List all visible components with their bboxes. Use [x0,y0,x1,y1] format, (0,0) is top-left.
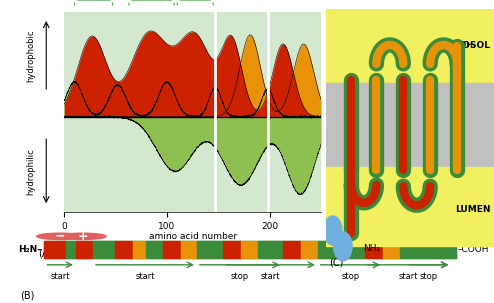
Bar [223,241,241,258]
Bar [283,241,301,258]
Text: (B): (B) [20,291,34,301]
Bar [383,241,400,258]
Text: −: − [55,230,66,243]
Circle shape [59,233,106,239]
X-axis label: amino acid number: amino acid number [149,232,237,241]
Text: stop: stop [420,272,438,281]
Bar [146,241,163,258]
Text: (A): (A) [39,248,53,258]
Bar [400,241,456,258]
Bar [318,241,365,258]
Bar [115,241,133,258]
Text: (C): (C) [329,258,344,268]
Bar [181,241,197,258]
Text: –COOH: –COOH [458,245,490,254]
Text: CYTOSOL: CYTOSOL [444,42,491,51]
Bar [365,241,383,258]
Text: start: start [135,272,155,281]
Bar [76,241,93,258]
Text: hydrophobic: hydrophobic [26,30,36,82]
Bar [133,241,146,258]
Text: NH₂: NH₂ [363,245,380,254]
Text: stop: stop [231,272,249,281]
Bar [197,241,223,258]
Bar [326,167,494,246]
Bar [326,83,494,167]
Text: start: start [261,272,280,281]
Circle shape [324,216,342,245]
Text: stop: stop [341,272,360,281]
Bar [44,241,456,258]
Bar [44,241,66,258]
Text: H₂N–: H₂N– [18,245,42,254]
Circle shape [333,232,352,261]
Text: start: start [50,272,70,281]
Bar [163,241,181,258]
Bar [93,241,115,258]
Text: +: + [78,230,88,243]
Text: COOH: COOH [447,42,474,51]
Bar [241,241,258,258]
Text: hydrophilic: hydrophilic [26,149,36,195]
Bar [301,241,318,258]
Text: start: start [399,272,418,281]
Circle shape [37,233,83,239]
Bar [66,241,76,258]
Bar [326,9,494,83]
Text: LUMEN: LUMEN [455,205,491,214]
Bar [258,241,283,258]
